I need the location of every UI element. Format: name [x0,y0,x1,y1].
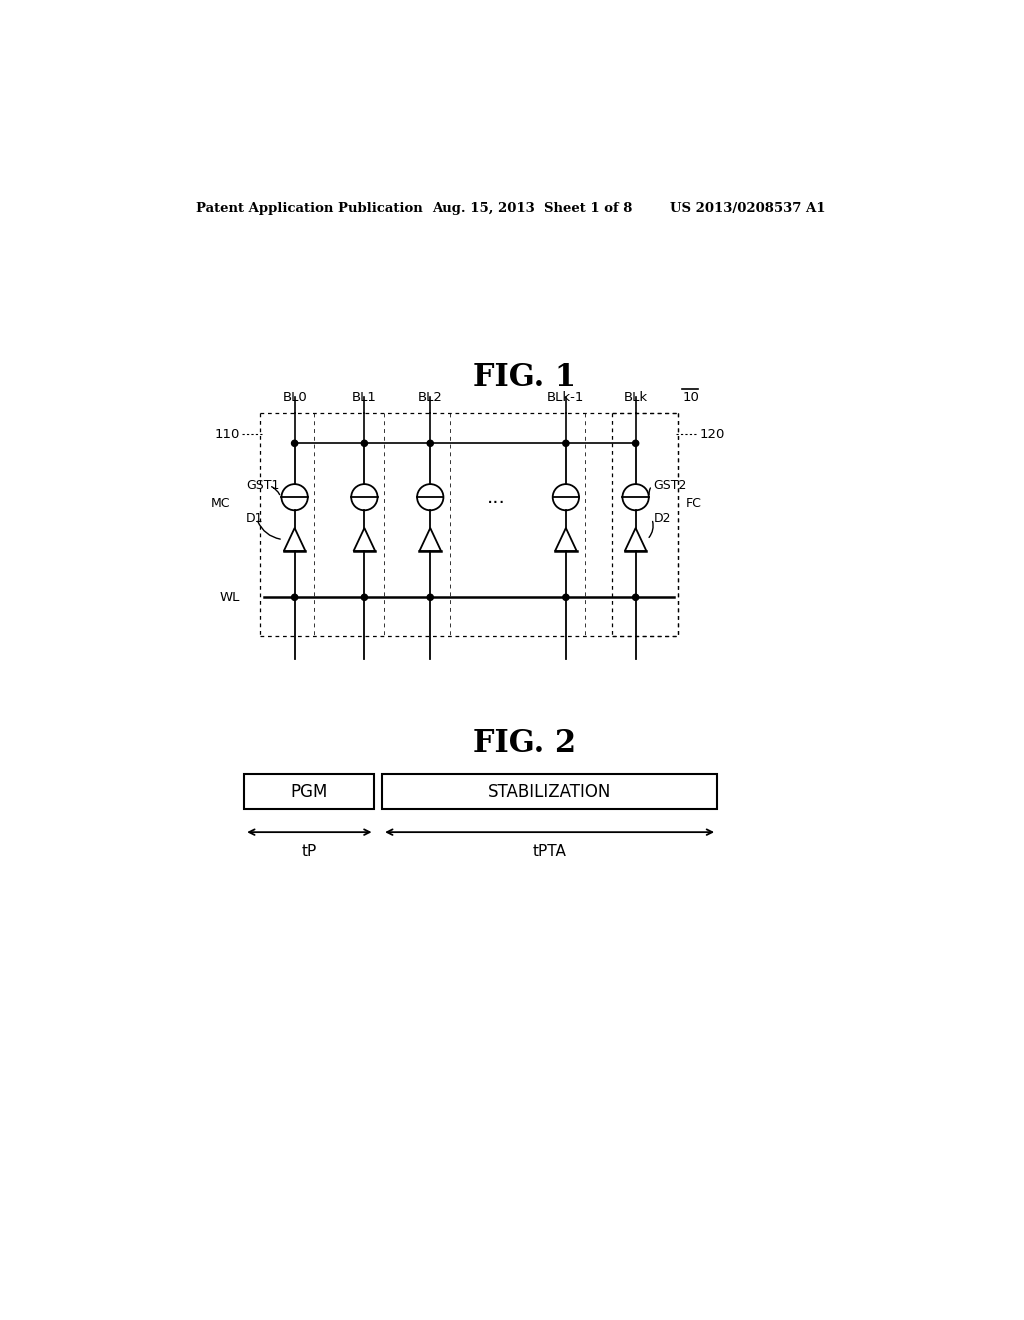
Text: BLk: BLk [624,391,648,404]
Circle shape [633,441,639,446]
Text: tPTA: tPTA [532,843,566,859]
Text: 10: 10 [682,391,699,404]
Text: FIG. 2: FIG. 2 [473,729,577,759]
Text: Patent Application Publication: Patent Application Publication [197,202,423,215]
Text: Aug. 15, 2013  Sheet 1 of 8: Aug. 15, 2013 Sheet 1 of 8 [432,202,633,215]
Text: 120: 120 [700,428,725,441]
Circle shape [563,441,569,446]
Circle shape [633,594,639,601]
Text: BL0: BL0 [283,391,307,404]
Text: US 2013/0208537 A1: US 2013/0208537 A1 [671,202,826,215]
Circle shape [427,594,433,601]
Circle shape [361,594,368,601]
Text: BL2: BL2 [418,391,442,404]
Text: D1: D1 [246,512,263,525]
Circle shape [292,441,298,446]
Text: D2: D2 [653,512,671,525]
Text: GST2: GST2 [653,479,687,492]
Bar [245,775,375,809]
Circle shape [361,441,368,446]
Circle shape [563,594,569,601]
Text: FIG. 1: FIG. 1 [473,363,577,393]
Text: tP: tP [302,843,317,859]
Text: BLk-1: BLk-1 [547,391,585,404]
Text: ...: ... [486,487,506,507]
Text: PGM: PGM [291,783,328,801]
Text: BL1: BL1 [352,391,377,404]
Circle shape [427,441,433,446]
Text: STABILIZATION: STABILIZATION [487,783,611,801]
Bar [382,775,717,809]
Circle shape [292,594,298,601]
Text: MC: MC [211,496,230,510]
Text: FC: FC [686,496,701,510]
Text: GST1: GST1 [246,479,280,492]
Text: 110: 110 [215,428,241,441]
Text: WL: WL [220,591,241,603]
